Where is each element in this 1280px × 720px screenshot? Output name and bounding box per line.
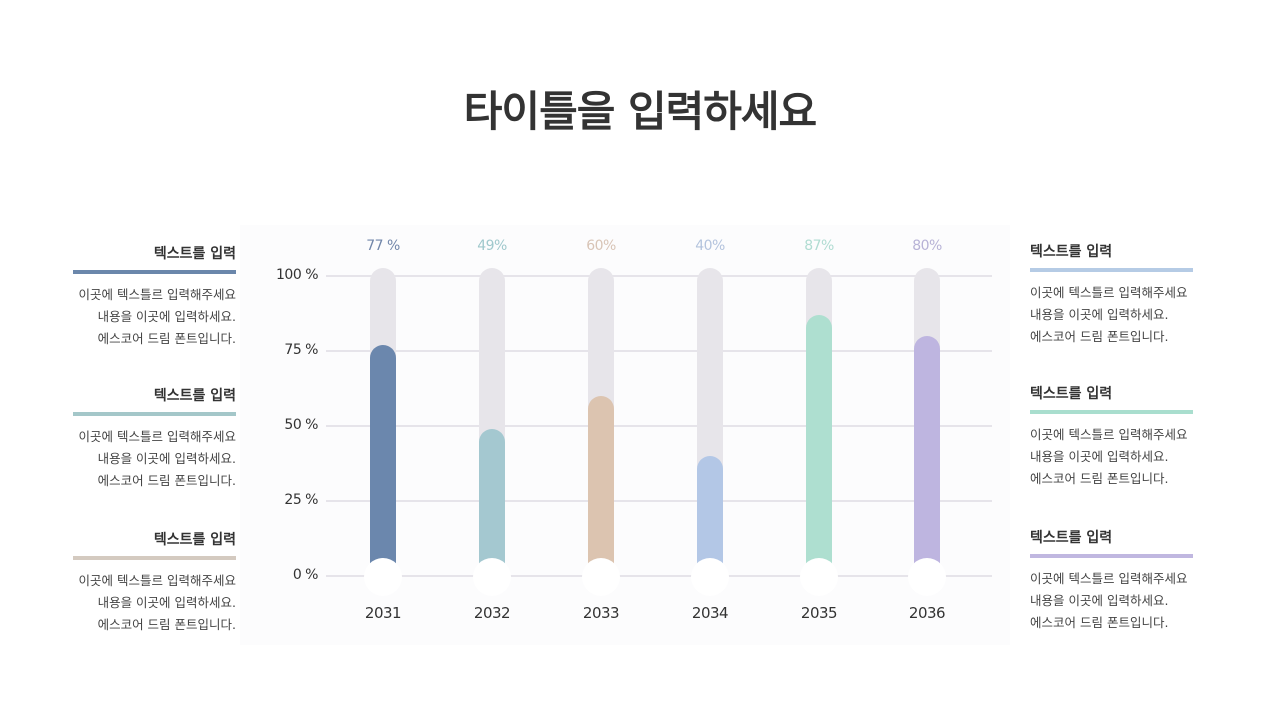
bar-value-label: 49% bbox=[477, 238, 507, 254]
block-heading: 텍스트를 입력 bbox=[1030, 386, 1113, 402]
block-divider bbox=[73, 270, 236, 274]
x-axis-label: 2034 bbox=[691, 604, 729, 622]
block-body-line: 내용을 이곳에 입력하세요. bbox=[97, 595, 236, 610]
bar-base-cap bbox=[908, 558, 946, 596]
bar-base-cap bbox=[473, 558, 511, 596]
bar-fill bbox=[806, 315, 832, 576]
block-heading: 텍스트를 입력 bbox=[153, 246, 236, 262]
bar-fill bbox=[370, 345, 396, 576]
bar-base-cap bbox=[691, 558, 729, 596]
gridline bbox=[326, 350, 992, 352]
block-body-line: 에스코어 드림 폰트입니다. bbox=[1030, 329, 1169, 344]
block-body-line: 내용을 이곳에 입력하세요. bbox=[97, 309, 236, 324]
bar-base-cap bbox=[582, 558, 620, 596]
chart-background bbox=[240, 225, 1010, 645]
x-axis-label: 2031 bbox=[364, 604, 402, 622]
y-axis-tick: 25 % bbox=[284, 492, 318, 508]
bar-fill bbox=[914, 336, 940, 576]
bar-fill bbox=[697, 456, 723, 576]
block-divider bbox=[1030, 554, 1193, 558]
block-heading: 텍스트를 입력 bbox=[1030, 244, 1113, 260]
y-axis-tick: 50 % bbox=[284, 417, 318, 433]
block-divider bbox=[73, 556, 236, 560]
block-body-line: 에스코어 드림 폰트입니다. bbox=[97, 473, 236, 488]
y-axis-tick: 75 % bbox=[284, 342, 318, 358]
block-body-line: 내용을 이곳에 입력하세요. bbox=[1030, 593, 1169, 608]
y-axis-tick: 100 % bbox=[276, 267, 318, 283]
bar-base-cap bbox=[364, 558, 402, 596]
block-body-line: 에스코어 드림 폰트입니다. bbox=[97, 617, 236, 632]
block-heading: 텍스트를 입력 bbox=[1030, 530, 1113, 546]
bar-value-label: 80% bbox=[912, 238, 942, 254]
bar-value-label: 77 % bbox=[366, 238, 400, 254]
bar-fill bbox=[479, 429, 505, 576]
block-heading: 텍스트를 입력 bbox=[153, 532, 236, 548]
block-body-line: 에스코어 드림 폰트입니다. bbox=[1030, 615, 1169, 630]
block-heading: 텍스트를 입력 bbox=[153, 388, 236, 404]
block-body-line: 에스코어 드림 폰트입니다. bbox=[97, 331, 236, 346]
x-axis-label: 2033 bbox=[582, 604, 620, 622]
gridline bbox=[326, 575, 992, 577]
gridline bbox=[326, 500, 992, 502]
bar-base-cap bbox=[800, 558, 838, 596]
block-body-line: 내용을 이곳에 입력하세요. bbox=[1030, 449, 1169, 464]
block-body-line: 에스코어 드림 폰트입니다. bbox=[1030, 471, 1169, 486]
y-axis-tick: 0 % bbox=[292, 567, 319, 583]
bar-value-label: 87% bbox=[804, 238, 834, 254]
page-title: 타이틀을 입력하세요 bbox=[463, 87, 817, 136]
block-body-line: 내용을 이곳에 입력하세요. bbox=[1030, 307, 1169, 322]
x-axis-label: 2035 bbox=[800, 604, 838, 622]
block-body-line: 이곳에 텍스틀르 입력해주세요 bbox=[1030, 285, 1188, 300]
block-body-line: 이곳에 텍스틀르 입력해주세요 bbox=[78, 429, 236, 444]
bar-fill bbox=[588, 396, 614, 576]
block-divider bbox=[73, 412, 236, 416]
bar-value-label: 40% bbox=[695, 238, 725, 254]
block-divider bbox=[1030, 268, 1193, 272]
x-axis-label: 2032 bbox=[473, 604, 511, 622]
block-body-line: 내용을 이곳에 입력하세요. bbox=[97, 451, 236, 466]
block-body-line: 이곳에 텍스틀르 입력해주세요 bbox=[78, 573, 236, 588]
block-divider bbox=[1030, 410, 1193, 414]
block-body-line: 이곳에 텍스틀르 입력해주세요 bbox=[1030, 427, 1188, 442]
bar-value-label: 60% bbox=[586, 238, 616, 254]
block-body-line: 이곳에 텍스틀르 입력해주세요 bbox=[78, 287, 236, 302]
gridline bbox=[326, 275, 992, 277]
x-axis-label: 2036 bbox=[908, 604, 946, 622]
gridline bbox=[326, 425, 992, 427]
block-body-line: 이곳에 텍스틀르 입력해주세요 bbox=[1030, 571, 1188, 586]
